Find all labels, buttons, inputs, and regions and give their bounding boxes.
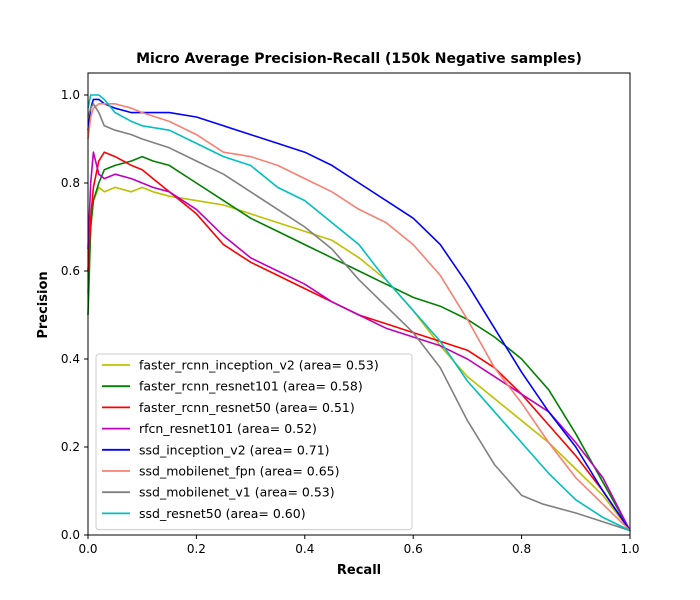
legend-box <box>95 353 413 531</box>
legend-label-4: ssd_inception_v2 (area= 0.71) <box>139 442 330 457</box>
legend-label-2: faster_rcnn_resnet50 (area= 0.51) <box>139 400 355 415</box>
legend-label-3: rfcn_resnet101 (area= 0.52) <box>139 421 317 436</box>
series-line-2 <box>87 151 631 532</box>
series-line-5 <box>87 103 631 532</box>
plot-area: 0.0 0.2 0.4 0.6 0.8 1.0 0.0 0.2 0.4 0.6 0.8 1.0 <box>61 72 640 556</box>
legend: faster_rcnn_inception_v2 (area= 0.53) fas… <box>95 353 413 531</box>
y-tick-label: 0.4 <box>61 352 80 366</box>
legend-label-1: faster_rcnn_resnet101 (area= 0.58) <box>139 379 363 394</box>
y-tick-label: 0.0 <box>61 528 80 542</box>
y-axis-label: Precision <box>36 271 51 338</box>
legend-label-6: ssd_mobilenet_v1 (area= 0.53) <box>139 485 335 500</box>
axes-frame <box>87 72 631 536</box>
x-axis-label: Recall <box>337 563 381 578</box>
chart-title: Micro Average Precision-Recall (150k Neg… <box>136 51 582 67</box>
x-tick-label: 0.0 <box>78 542 97 556</box>
y-tick-label: 0.2 <box>61 440 80 454</box>
legend-label-0: faster_rcnn_inception_v2 (area= 0.53) <box>139 358 379 373</box>
series-line-7 <box>87 94 631 532</box>
x-tick-label: 0.6 <box>404 542 423 556</box>
y-tick-label: 0.8 <box>61 176 80 190</box>
series-line-3 <box>87 151 631 531</box>
series-line-1 <box>87 155 631 531</box>
series-line-0 <box>87 186 631 532</box>
x-tick-label: 0.2 <box>187 542 206 556</box>
legend-label-7: ssd_resnet50 (area= 0.60) <box>139 506 306 521</box>
x-tick-label: 0.4 <box>295 542 314 556</box>
x-tick-label: 0.8 <box>512 542 531 556</box>
y-tick-label: 1.0 <box>61 88 80 102</box>
legend-label-5: ssd_mobilenet_fpn (area= 0.65) <box>139 464 340 479</box>
x-tick-label: 1.0 <box>620 542 639 556</box>
y-tick-label: 0.6 <box>61 264 80 278</box>
series-line-6 <box>87 103 631 532</box>
